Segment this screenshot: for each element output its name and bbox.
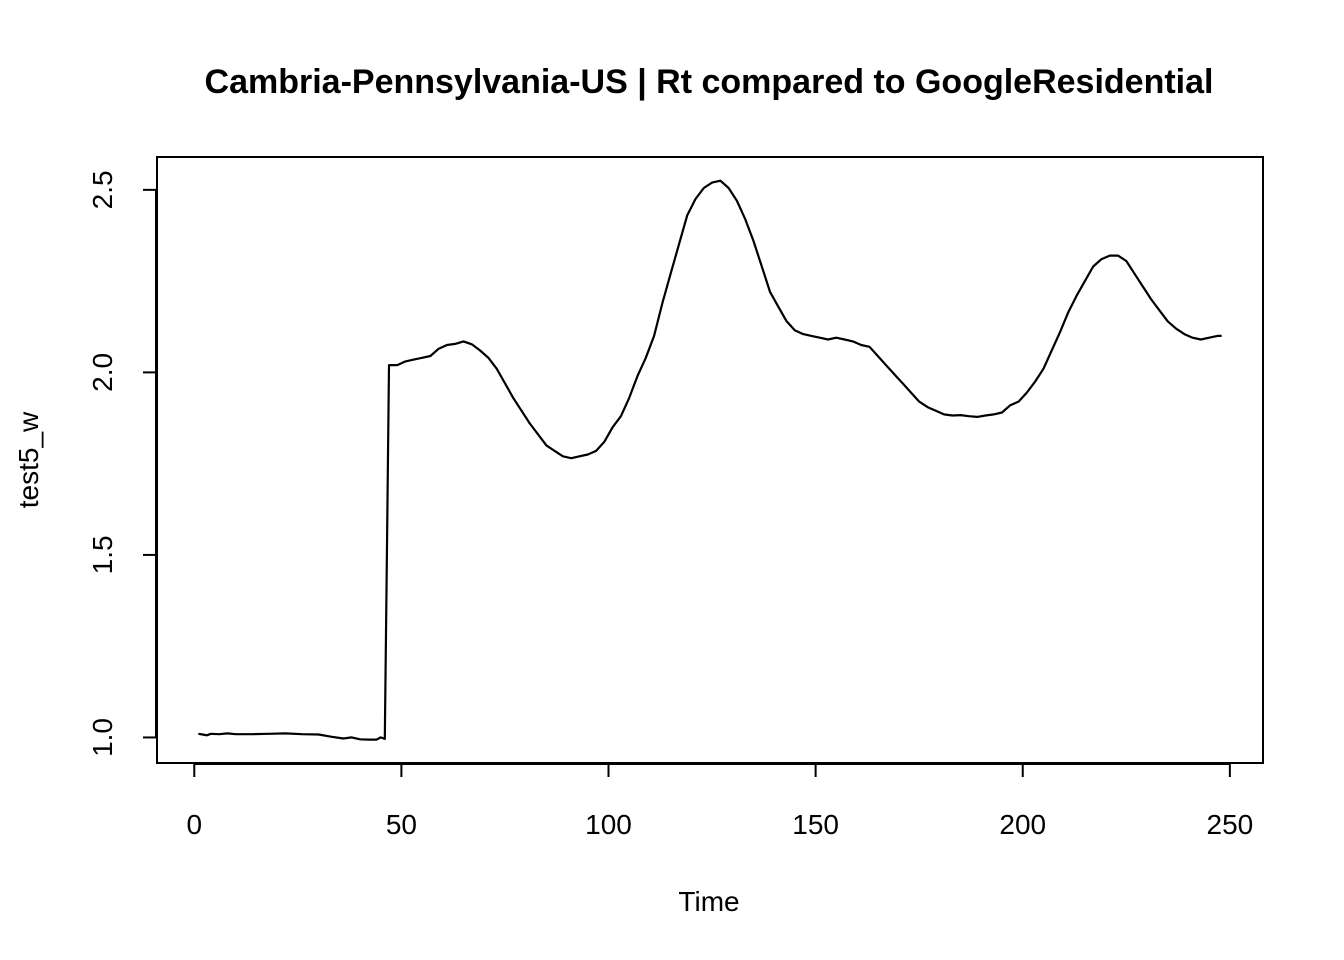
chart-title: Cambria-Pennsylvania-US | Rt compared to… (205, 63, 1214, 101)
x-axis-label: Time (678, 886, 739, 917)
series-layer (198, 179, 1222, 741)
y-axis: 1.0 1.5 2.0 2.5 (87, 170, 157, 757)
y-tick-label: 1.5 (87, 535, 118, 574)
y-axis-label: test5_w (13, 411, 44, 508)
x-tick-label: 250 (1207, 809, 1254, 840)
x-tick-label: 50 (386, 809, 417, 840)
series-line (198, 179, 1222, 741)
y-tick-label: 1.0 (87, 718, 118, 757)
x-axis: 0 50 100 150 200 250 (186, 763, 1253, 840)
x-tick-label: 150 (792, 809, 839, 840)
y-tick-label: 2.0 (87, 353, 118, 392)
x-tick-label: 0 (186, 809, 202, 840)
x-tick-label: 200 (999, 809, 1046, 840)
y-tick-label: 2.5 (87, 170, 118, 209)
x-tick-label: 100 (585, 809, 632, 840)
